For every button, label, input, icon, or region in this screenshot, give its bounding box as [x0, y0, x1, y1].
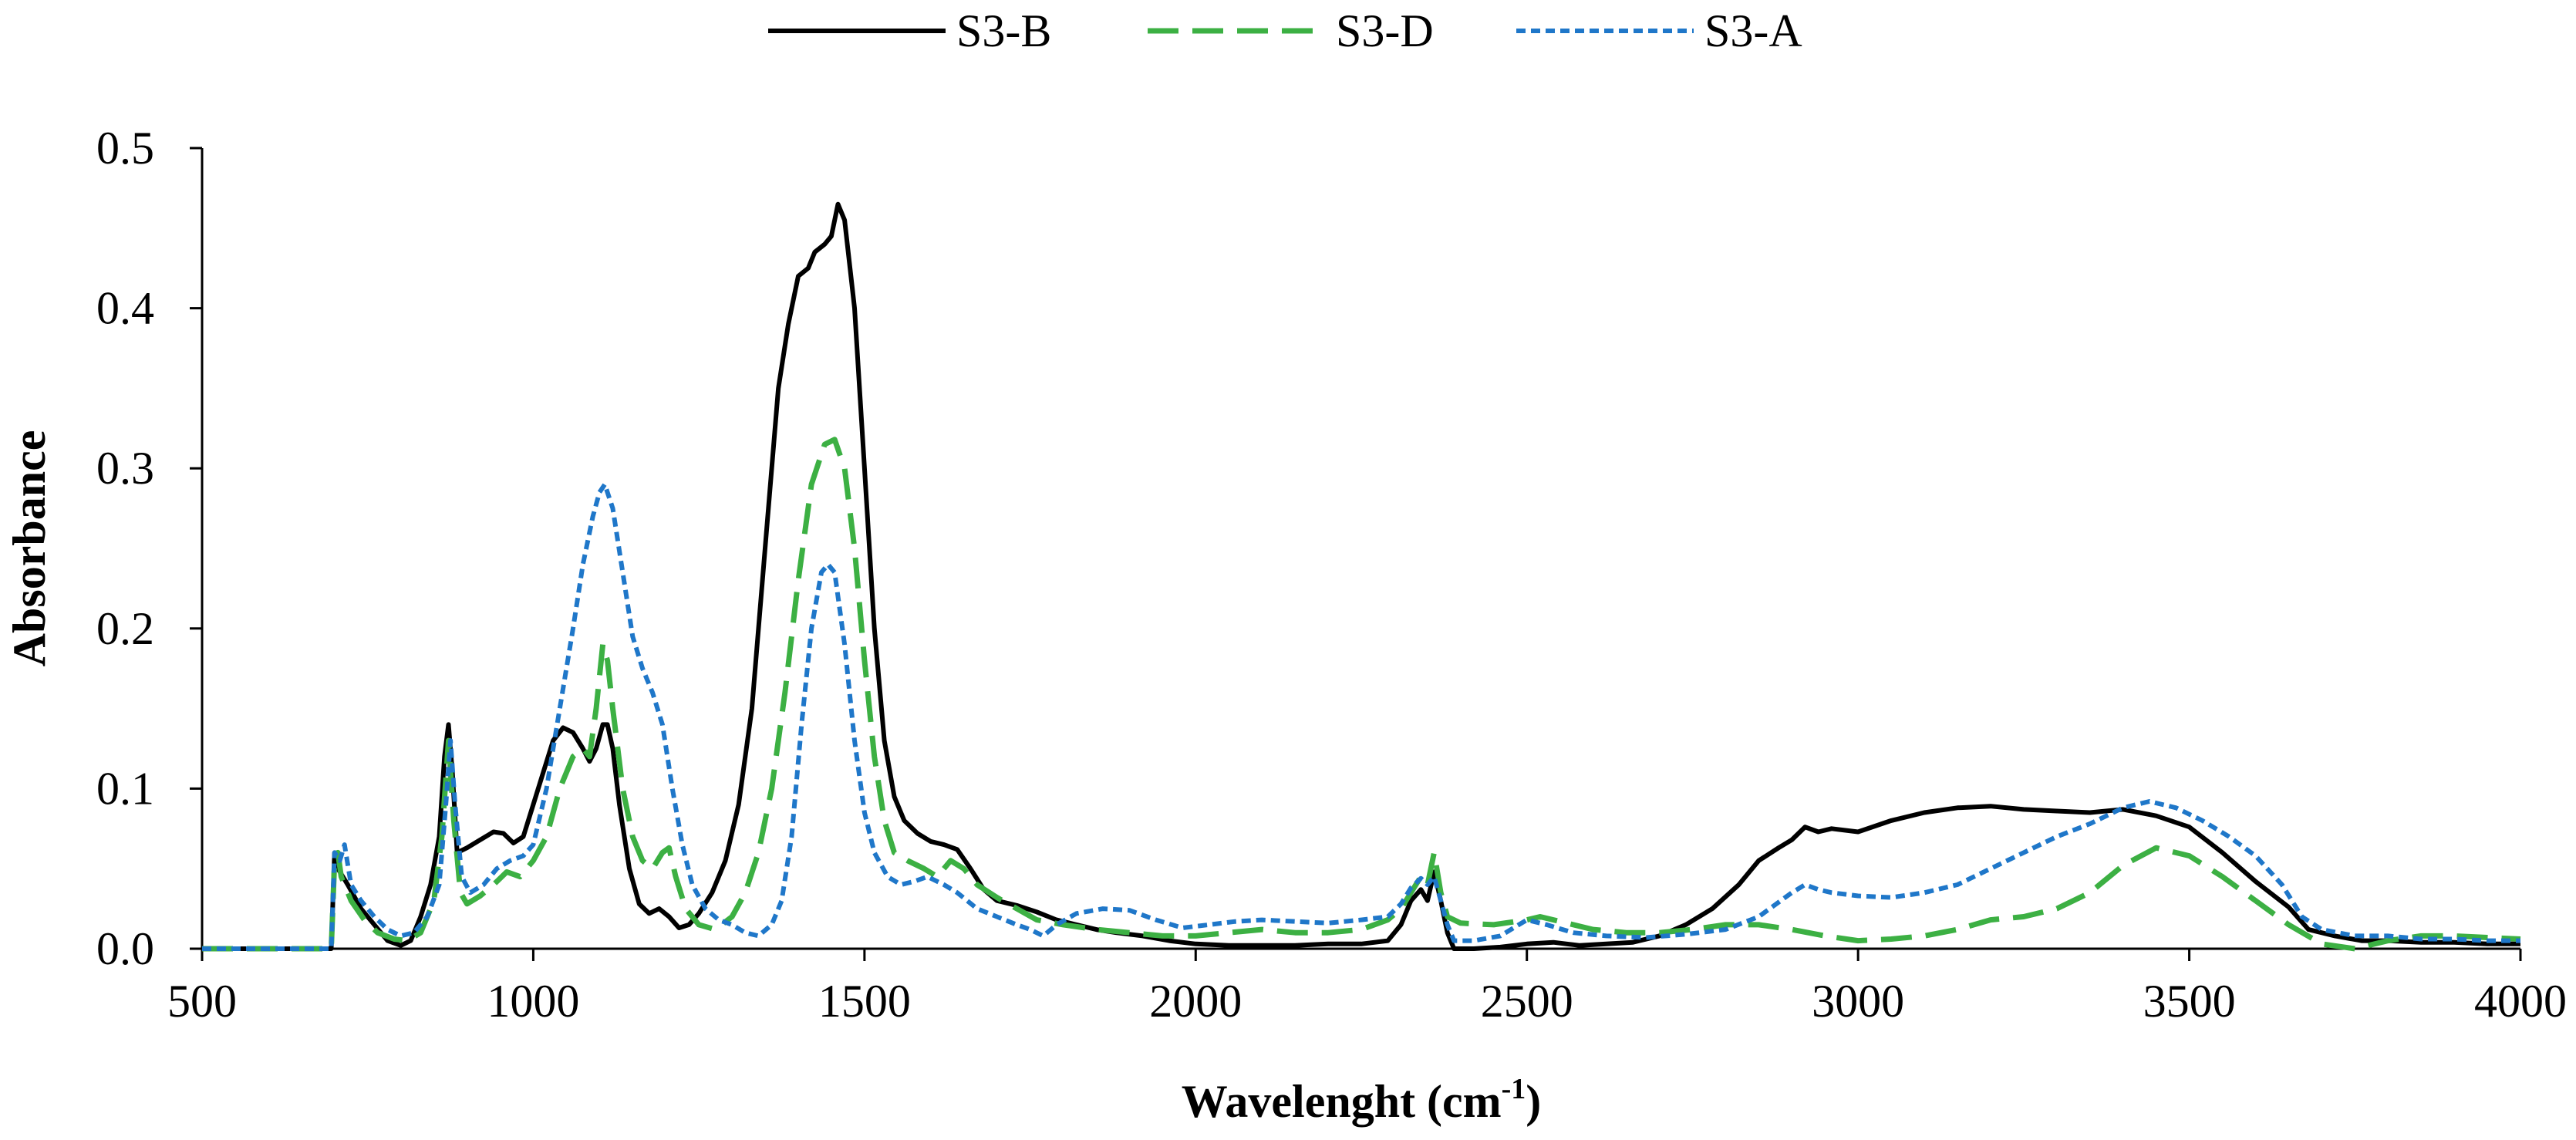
series-line-s3-a [202, 482, 2520, 951]
legend-label-s3-b: S3-B [956, 5, 1051, 56]
y-tick-label: 0.0 [96, 923, 154, 974]
y-axis-title: Absorbance [4, 430, 55, 667]
legend-label-s3-d: S3-D [1336, 5, 1434, 56]
y-tick-label: 0.4 [96, 283, 154, 334]
y-ticks: 0.0 0.1 0.2 0.3 0.4 0.5 [96, 123, 202, 974]
x-tick-label: 2000 [1149, 976, 1242, 1027]
series-group [202, 201, 2521, 952]
x-tick-label: 1000 [487, 976, 579, 1027]
x-tick-label: 500 [167, 976, 237, 1027]
legend: S3-B S3-D S3-A [768, 5, 1802, 56]
y-tick-label: 0.5 [96, 123, 154, 174]
legend-label-s3-a: S3-A [1704, 5, 1802, 56]
series-line-s3-b [202, 201, 2520, 951]
y-tick-label: 0.2 [96, 603, 154, 654]
series-line-s3-d [202, 437, 2521, 952]
y-tick-label: 0.3 [96, 443, 154, 494]
x-tick-label: 3000 [1812, 976, 1904, 1027]
axes [201, 148, 2520, 950]
x-tick-label: 2500 [1481, 976, 1573, 1027]
x-tick-label: 4000 [2474, 976, 2567, 1027]
x-tick-label: 3500 [2143, 976, 2236, 1027]
x-ticks: 500 1000 1500 2000 2500 3000 3500 4000 [167, 949, 2567, 1027]
x-tick-label: 1500 [818, 976, 911, 1027]
x-axis-title-main: Wavelenght (cm [1182, 1076, 1502, 1127]
x-axis-title: Wavelenght (cm-1) [1182, 1073, 1542, 1127]
x-axis-title-suffix: ) [1526, 1076, 1541, 1127]
x-axis-title-superscript: -1 [1502, 1073, 1526, 1105]
y-tick-label: 0.1 [96, 763, 154, 814]
